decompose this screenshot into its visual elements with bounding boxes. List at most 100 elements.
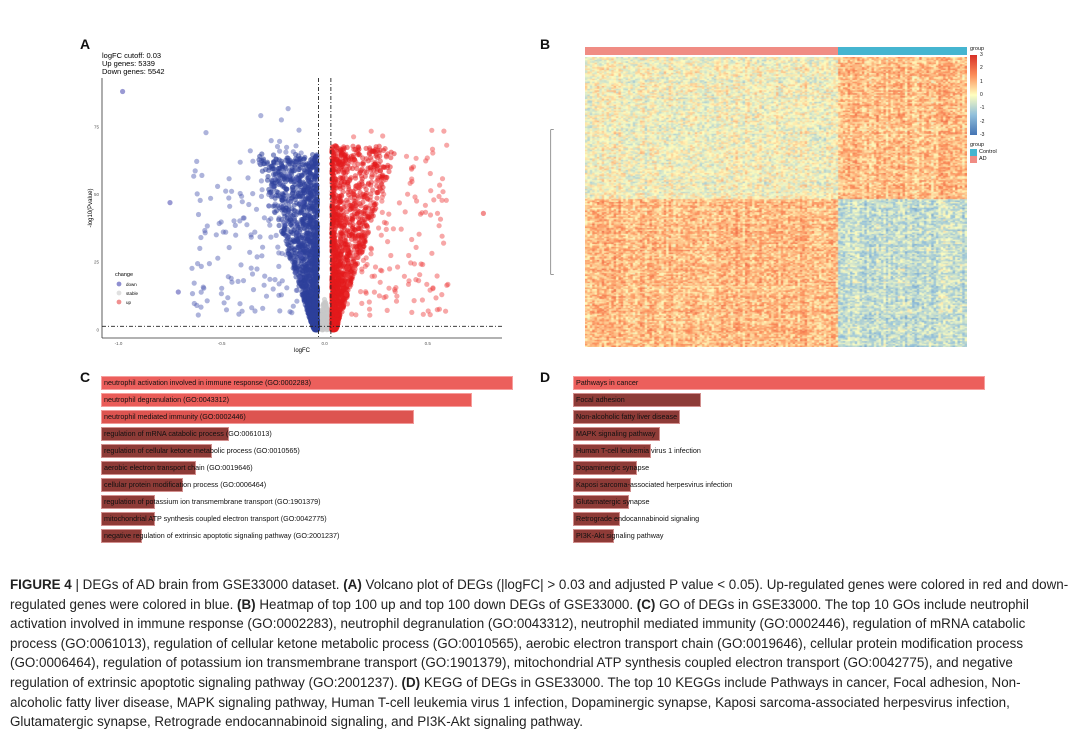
volcano-point-up — [409, 166, 415, 172]
volcano-point-up — [437, 216, 444, 222]
volcano-point-down — [265, 173, 271, 180]
volcano-point-down — [260, 156, 267, 162]
volcano-point-down — [259, 253, 265, 259]
volcano-point-down — [218, 291, 224, 297]
kegg-bar — [573, 512, 621, 526]
volcano-point-down — [294, 287, 300, 293]
volcano-point-down — [289, 176, 295, 183]
legend: change down stable up — [115, 272, 139, 305]
volcano-point-up — [383, 220, 389, 226]
kegg-bar — [573, 495, 629, 509]
volcano-point-up — [378, 232, 384, 238]
volcano-point-up — [352, 252, 358, 258]
volcano-point-down — [264, 159, 270, 165]
volcano-point-up — [439, 233, 445, 239]
volcano-point-down — [258, 178, 264, 184]
volcano-point-down — [279, 278, 285, 284]
volcano-point-down — [239, 308, 245, 314]
volcano-point-up — [429, 127, 435, 133]
volcano-point-up — [437, 182, 443, 188]
volcano-point-up — [345, 273, 351, 279]
volcano-point-up — [351, 247, 357, 253]
volcano-point-down — [218, 219, 224, 225]
volcano-point-up — [335, 281, 341, 287]
volcano-point-up — [374, 195, 380, 201]
volcano-point-up — [341, 204, 347, 210]
volcano-point-down — [293, 143, 299, 149]
volcano-point-down — [229, 279, 235, 285]
go-bar-label: regulation of mRNA catabolic process (GO… — [104, 429, 272, 438]
volcano-point-down — [271, 209, 277, 215]
volcano-point-stable — [320, 314, 327, 320]
volcano-point-up — [382, 146, 388, 152]
volcano-point-down — [241, 215, 247, 221]
volcano-point-up — [337, 183, 343, 190]
volcano-point-up — [430, 285, 436, 291]
volcano-point-up — [387, 164, 393, 170]
volcano-point-up — [409, 176, 415, 182]
volcano-point-up — [352, 264, 358, 270]
volcano-point-down — [245, 175, 251, 181]
colorscale-title: group — [970, 46, 985, 52]
volcano-point-up — [367, 197, 373, 203]
volcano-point-up — [368, 246, 375, 252]
volcano-point-down — [281, 193, 287, 199]
kegg-bar — [573, 376, 985, 390]
volcano-point-up — [348, 194, 354, 201]
volcano-point-down — [272, 201, 278, 207]
volcano-point-down — [195, 312, 201, 318]
volcano-point-down — [231, 218, 237, 224]
volcano-point-down — [267, 276, 273, 282]
volcano-point-up — [420, 311, 426, 317]
volcano-point-down — [247, 249, 253, 255]
volcano-point-down — [314, 287, 320, 293]
volcano-point-up — [376, 143, 382, 149]
volcano-point-up — [356, 181, 362, 187]
volcano-point-up — [380, 133, 386, 139]
volcano-point-up — [341, 296, 347, 302]
volcano-point-down — [273, 232, 279, 238]
volcano-point-up — [441, 128, 447, 134]
volcano-point-up — [409, 165, 415, 171]
volcano-point-down — [301, 212, 308, 218]
volcano-point-down — [292, 226, 298, 232]
volcano-point-down — [244, 222, 250, 228]
volcano-point-up — [345, 179, 351, 185]
volcano-point-up — [351, 134, 357, 140]
go-bar-label: mitochondrial ATP synthesis coupled elec… — [104, 514, 327, 523]
volcano-point-up — [337, 195, 343, 201]
kegg-bar-label: PI3K-Akt signaling pathway — [576, 531, 664, 540]
volcano-point-down — [284, 241, 290, 247]
go-bar — [101, 512, 155, 526]
volcano-point-up — [377, 168, 383, 174]
go-bar-label: negative regulation of extrinsic apoptot… — [104, 531, 340, 540]
volcano-point-up — [333, 238, 340, 245]
volcano-point-down — [298, 260, 304, 266]
volcano-point-down — [219, 285, 225, 291]
volcano-point-up — [352, 233, 358, 239]
volcano-point-down — [309, 249, 315, 255]
volcano-point-down — [250, 287, 257, 293]
volcano-point-down — [292, 221, 299, 227]
volcano-point-up — [335, 204, 341, 210]
volcano-point-down — [232, 222, 238, 228]
volcano-point-up — [359, 166, 365, 172]
volcano-point-up — [419, 297, 425, 303]
volcano-point-up — [388, 149, 394, 155]
volcano-point-up — [353, 312, 359, 318]
caption-text: KEGG of DEGs in GSE33000. The top 10 KEG… — [10, 674, 1021, 730]
volcano-point-up — [343, 175, 349, 182]
volcano-point-down — [298, 251, 304, 257]
volcano-point-down — [225, 274, 231, 280]
volcano-point-down — [274, 208, 280, 214]
go-bar — [101, 410, 415, 424]
volcano-point-down — [293, 176, 299, 182]
volcano-point-up — [335, 213, 341, 219]
volcano-point-up — [337, 147, 344, 153]
volcano-point-up — [376, 293, 382, 299]
volcano-point-down — [260, 244, 266, 250]
go-bar — [101, 376, 513, 390]
volcano-point-down — [285, 106, 291, 112]
x-axis-label: logFC — [294, 348, 311, 354]
volcano-point-down — [257, 234, 263, 240]
